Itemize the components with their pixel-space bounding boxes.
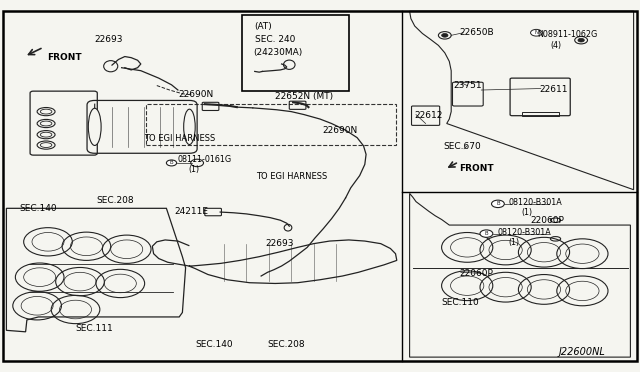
- Text: FRONT: FRONT: [47, 53, 81, 62]
- Circle shape: [480, 230, 493, 237]
- Text: 22652N (MT): 22652N (MT): [275, 92, 333, 101]
- Text: 24211E: 24211E: [174, 207, 208, 216]
- Text: (AT): (AT): [255, 22, 273, 31]
- Text: (4): (4): [550, 41, 561, 50]
- Text: SEC.140: SEC.140: [19, 204, 57, 213]
- Text: FRONT: FRONT: [460, 164, 494, 173]
- Text: 08120-B301A: 08120-B301A: [509, 198, 563, 207]
- Text: 22060P: 22060P: [530, 216, 564, 225]
- Text: (1): (1): [189, 165, 200, 174]
- Text: SEC.208: SEC.208: [96, 196, 134, 205]
- Text: N08911-1062G: N08911-1062G: [538, 30, 598, 39]
- Text: 22060P: 22060P: [460, 269, 493, 278]
- Text: 22693: 22693: [95, 35, 124, 44]
- Text: (1): (1): [509, 238, 520, 247]
- Text: SEC.110: SEC.110: [442, 298, 479, 307]
- Text: N: N: [534, 30, 538, 35]
- Text: 23751: 23751: [453, 81, 482, 90]
- Text: 08111-0161G: 08111-0161G: [178, 155, 232, 164]
- Text: B: B: [496, 201, 500, 206]
- Bar: [146, 104, 396, 145]
- Text: SEC.111: SEC.111: [76, 324, 113, 333]
- Text: 22612: 22612: [415, 111, 443, 120]
- Bar: [522, 112, 559, 116]
- Text: 08120-B301A: 08120-B301A: [498, 228, 552, 237]
- Circle shape: [492, 200, 504, 208]
- Text: B: B: [170, 160, 173, 166]
- Circle shape: [166, 160, 177, 166]
- Text: (24230MA): (24230MA): [253, 48, 303, 57]
- Text: 22690N: 22690N: [322, 126, 357, 135]
- Text: 22650B: 22650B: [460, 28, 494, 37]
- Text: SEC.670: SEC.670: [444, 142, 481, 151]
- Text: B: B: [484, 231, 488, 236]
- Ellipse shape: [88, 108, 101, 145]
- Text: J22600NL: J22600NL: [559, 347, 605, 356]
- Text: SEC.208: SEC.208: [268, 340, 305, 349]
- Text: TO EGI HARNESS: TO EGI HARNESS: [256, 172, 327, 181]
- Bar: [242, 15, 349, 91]
- Text: TO EGI HARNESS: TO EGI HARNESS: [144, 134, 215, 143]
- Text: 22693: 22693: [266, 239, 294, 248]
- Ellipse shape: [184, 109, 195, 144]
- Text: 22690N: 22690N: [178, 90, 213, 99]
- Circle shape: [442, 33, 448, 37]
- Text: 22611: 22611: [540, 85, 568, 94]
- Text: SEC. 240: SEC. 240: [255, 35, 295, 44]
- Circle shape: [578, 38, 584, 42]
- Text: (1): (1): [522, 208, 532, 217]
- Circle shape: [531, 29, 542, 36]
- Text: SEC.140: SEC.140: [195, 340, 233, 349]
